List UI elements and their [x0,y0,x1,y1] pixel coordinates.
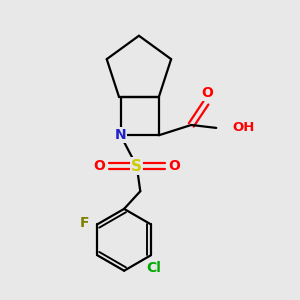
Text: O: O [93,159,105,173]
Text: OH: OH [232,122,255,134]
Text: F: F [80,216,90,230]
Text: N: N [115,128,126,142]
Text: Cl: Cl [146,261,161,274]
Text: O: O [168,159,180,173]
Text: O: O [202,85,213,100]
Text: S: S [131,159,142,174]
